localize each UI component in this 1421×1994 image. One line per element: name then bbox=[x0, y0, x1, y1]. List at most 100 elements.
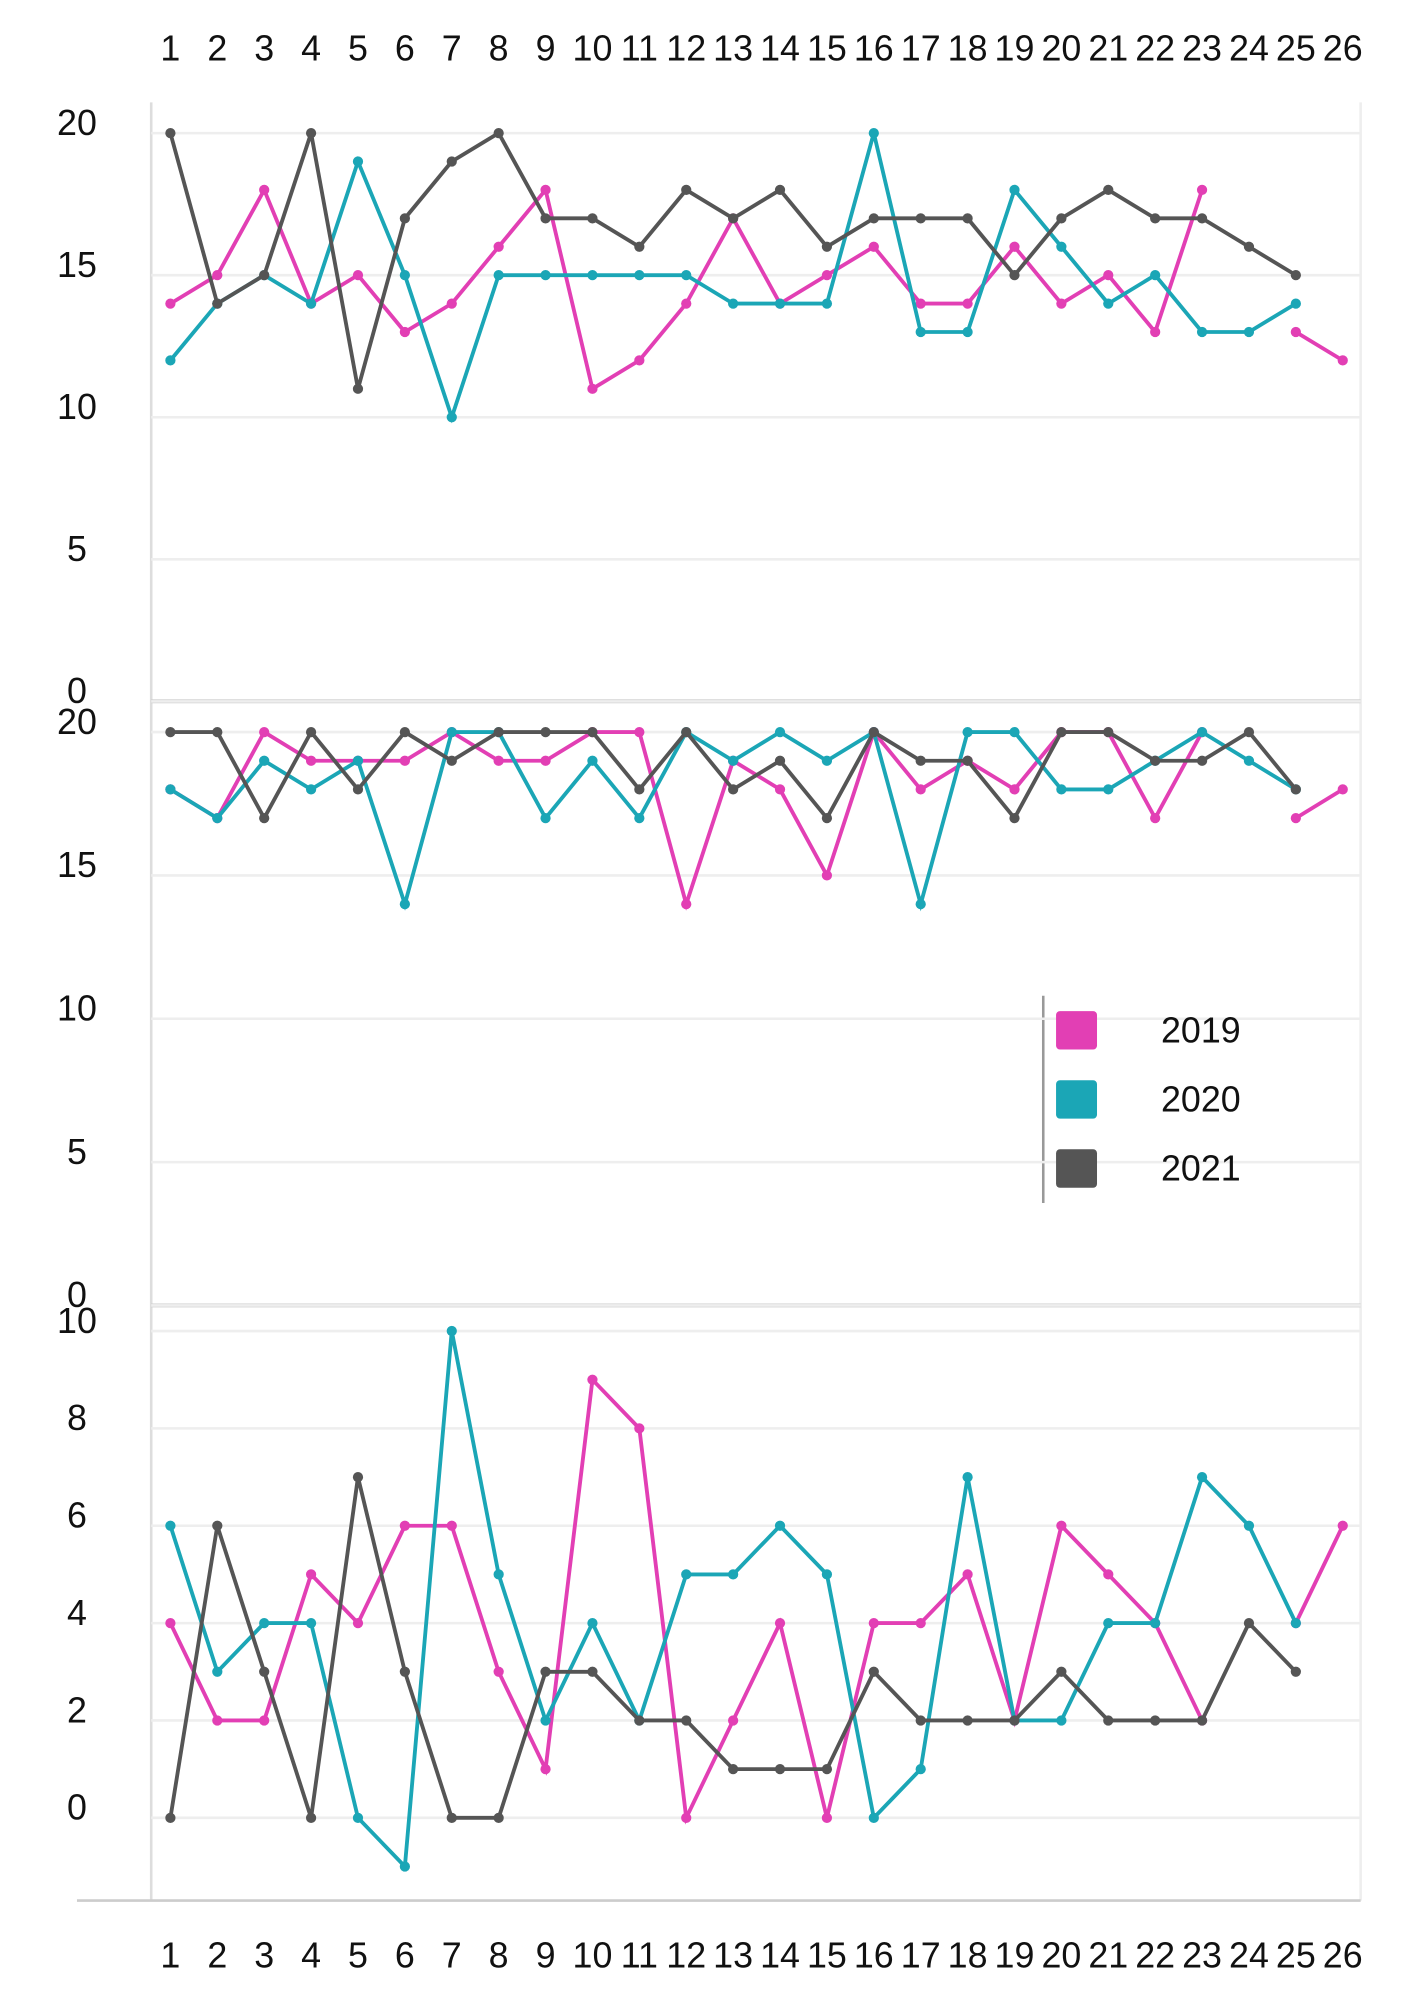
data-point bbox=[305, 1617, 317, 1629]
x-tick-label: 15 bbox=[807, 29, 847, 69]
data-point bbox=[962, 213, 973, 224]
data-point bbox=[1290, 1617, 1301, 1629]
data-point bbox=[915, 1715, 926, 1726]
data-point bbox=[1056, 1715, 1067, 1726]
data-point bbox=[1009, 241, 1020, 252]
legend-label: 2021 bbox=[1161, 1149, 1241, 1189]
data-point bbox=[446, 755, 457, 766]
data-point bbox=[259, 726, 270, 738]
data-point bbox=[1290, 812, 1301, 824]
data-point bbox=[681, 270, 692, 281]
x-tick-label: 14 bbox=[760, 29, 800, 69]
data-point bbox=[352, 1617, 364, 1629]
data-point bbox=[1337, 355, 1348, 366]
data-point bbox=[1103, 1617, 1114, 1629]
data-point bbox=[1196, 213, 1208, 224]
data-point bbox=[1243, 1520, 1255, 1531]
data-point bbox=[681, 726, 692, 738]
data-point bbox=[587, 1374, 598, 1385]
data-point bbox=[1290, 298, 1301, 309]
y-tick-label: 15 bbox=[57, 245, 97, 285]
data-point bbox=[305, 726, 317, 738]
x-tick-label: 19 bbox=[995, 29, 1035, 69]
data-point bbox=[587, 383, 598, 394]
data-point bbox=[493, 241, 504, 252]
data-point bbox=[681, 184, 692, 196]
data-point bbox=[634, 812, 645, 824]
data-point bbox=[868, 1812, 879, 1823]
data-point bbox=[681, 1569, 692, 1580]
data-point bbox=[634, 1423, 645, 1434]
data-point bbox=[399, 755, 410, 766]
data-point bbox=[493, 726, 504, 738]
data-point bbox=[681, 1715, 692, 1726]
data-point bbox=[821, 298, 833, 309]
series-line bbox=[168, 130, 1297, 390]
data-point bbox=[165, 784, 176, 795]
data-point bbox=[259, 1715, 270, 1726]
data-point bbox=[1103, 1715, 1114, 1726]
data-point bbox=[962, 755, 973, 766]
y-tick-label: 10 bbox=[57, 387, 97, 427]
x-tick-label: 7 bbox=[442, 29, 462, 69]
data-point bbox=[540, 1666, 551, 1677]
data-point bbox=[915, 326, 926, 338]
data-point bbox=[587, 270, 598, 281]
data-point bbox=[1103, 784, 1114, 795]
data-point bbox=[681, 898, 692, 910]
y-tick-label: 15 bbox=[57, 845, 97, 885]
data-point bbox=[1103, 184, 1114, 196]
x-tick-label: 7 bbox=[442, 1936, 462, 1976]
data-point bbox=[165, 1617, 176, 1629]
data-point bbox=[868, 1666, 879, 1677]
x-tick-label: 18 bbox=[948, 1936, 988, 1976]
data-point bbox=[305, 1569, 317, 1580]
data-point bbox=[962, 298, 973, 309]
data-point bbox=[634, 355, 645, 366]
data-point bbox=[1150, 1715, 1161, 1726]
x-tick-label: 14 bbox=[760, 1936, 800, 1976]
data-point bbox=[446, 298, 457, 309]
x-tick-label: 9 bbox=[536, 29, 556, 69]
data-point bbox=[962, 1569, 973, 1580]
x-tick-label: 26 bbox=[1323, 29, 1363, 69]
x-tick-label: 18 bbox=[948, 29, 988, 69]
data-point bbox=[1290, 1666, 1301, 1677]
data-point bbox=[540, 184, 551, 196]
data-point bbox=[1150, 755, 1161, 766]
data-point bbox=[352, 270, 364, 281]
data-point bbox=[165, 1520, 176, 1531]
y-tick-label: 0 bbox=[67, 1788, 87, 1828]
data-point bbox=[399, 213, 410, 224]
data-point bbox=[305, 1812, 317, 1823]
data-point bbox=[1009, 784, 1020, 795]
x-tick-label: 19 bbox=[995, 1936, 1035, 1976]
x-tick-label: 16 bbox=[854, 1936, 894, 1976]
data-point bbox=[774, 184, 786, 196]
data-point bbox=[1056, 298, 1067, 309]
data-point bbox=[1337, 784, 1348, 795]
x-tick-label: 5 bbox=[348, 1936, 368, 1976]
x-tick-label: 21 bbox=[1088, 1936, 1128, 1976]
x-tick-label: 25 bbox=[1276, 29, 1316, 69]
data-point bbox=[259, 1666, 270, 1677]
data-point bbox=[821, 1569, 833, 1580]
data-point bbox=[728, 1715, 739, 1726]
data-point bbox=[1243, 241, 1255, 252]
x-tick-label: 10 bbox=[573, 1936, 613, 1976]
x-tick-label: 20 bbox=[1041, 29, 1081, 69]
data-point bbox=[1009, 1715, 1020, 1726]
data-point bbox=[1150, 326, 1161, 338]
data-point bbox=[728, 298, 739, 309]
x-tick-label: 11 bbox=[621, 29, 658, 69]
data-point bbox=[1196, 184, 1208, 196]
x-tick-label: 3 bbox=[254, 29, 274, 69]
data-point bbox=[212, 270, 223, 281]
x-tick-label: 6 bbox=[395, 29, 415, 69]
data-point bbox=[352, 755, 364, 766]
y-tick-label: 10 bbox=[57, 1301, 97, 1341]
data-point bbox=[493, 1569, 504, 1580]
data-point bbox=[1150, 1617, 1161, 1629]
data-point bbox=[1243, 755, 1255, 766]
data-point bbox=[540, 726, 551, 738]
